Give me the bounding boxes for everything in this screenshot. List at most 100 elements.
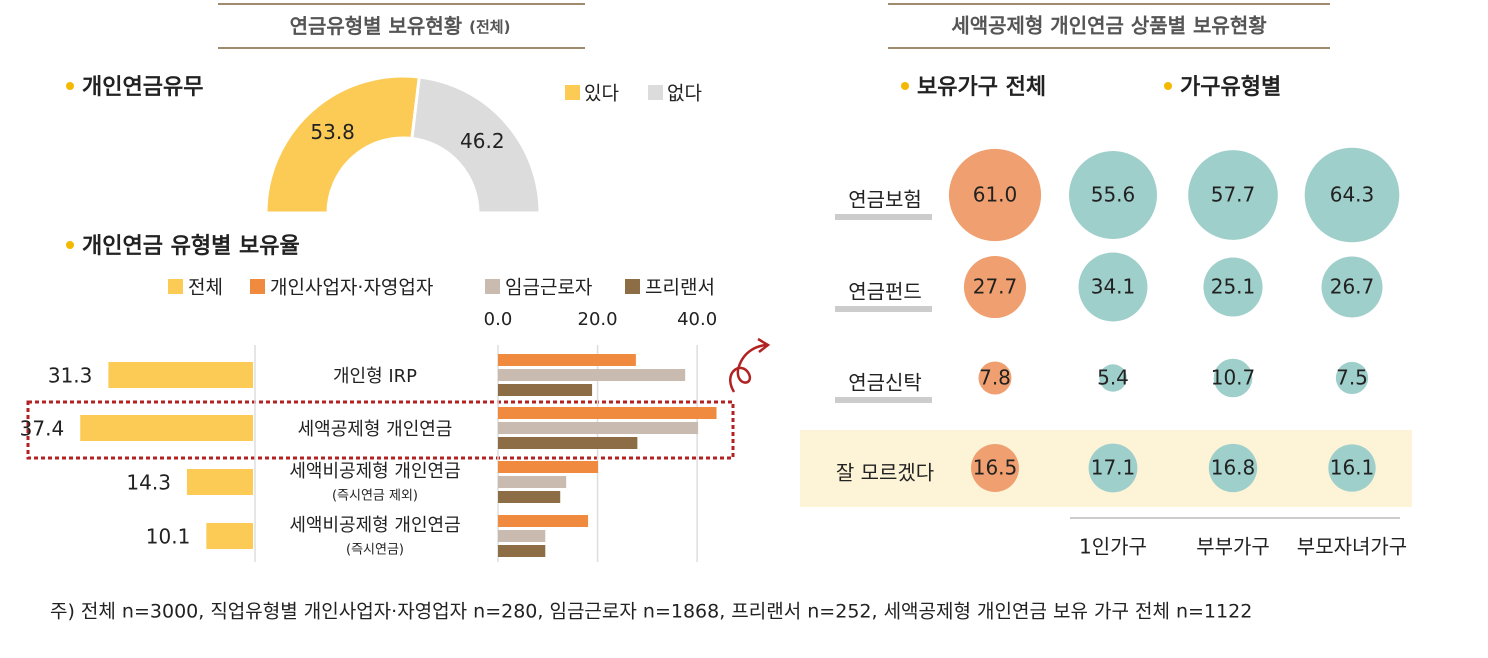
row-label: 잘 모르겠다	[836, 461, 934, 485]
category-note: (즉시연금)	[346, 543, 404, 558]
bar	[498, 384, 593, 396]
value-label: 5.4	[1097, 366, 1129, 390]
bubble	[978, 361, 1012, 395]
value-label: 27.7	[973, 275, 1018, 299]
category-label: 세액비공제형 개인연금	[289, 461, 460, 482]
arrow	[729, 343, 767, 393]
value-label: 17.1	[1091, 456, 1136, 480]
header-title-main: 연금유형별 보유현황	[290, 14, 463, 38]
value-label: 61.0	[973, 183, 1018, 207]
bar	[498, 354, 636, 366]
x-tick-label: 0.0	[484, 309, 513, 330]
bubble	[1099, 364, 1127, 392]
legend-label: 있다	[584, 83, 619, 105]
legend-label: 없다	[667, 83, 702, 105]
section-title: 가구유형별	[1180, 75, 1281, 100]
category-label: 개인형 IRP	[333, 366, 417, 387]
value-label: 16.1	[1330, 456, 1375, 480]
value-label: 64.3	[1330, 183, 1375, 207]
category-note: (즉시연금 제외)	[332, 489, 418, 504]
bubble	[1328, 444, 1376, 492]
value-label: 7.5	[1336, 366, 1368, 390]
bubble	[963, 255, 1027, 319]
bubble	[1069, 151, 1157, 239]
bubble	[1304, 147, 1400, 243]
bullet	[1164, 82, 1172, 90]
bar	[498, 461, 599, 473]
bar	[186, 469, 253, 495]
value-label: 16.5	[973, 456, 1018, 480]
legend-swatch	[625, 279, 640, 294]
column-label: 부모자녀가구	[1297, 535, 1407, 559]
value-label: 37.4	[20, 417, 65, 441]
bullet	[66, 82, 74, 90]
header-title: 연금유형별 보유현황 (전체)	[290, 14, 511, 38]
value-label: 57.7	[1211, 183, 1256, 207]
bar	[498, 530, 546, 542]
row-underline	[835, 306, 932, 312]
bar	[206, 523, 253, 549]
footnote: 주) 전체 n=3000, 직업유형별 개인사업자·자영업자 n=280, 임금…	[50, 601, 1252, 623]
value-label: 31.3	[48, 364, 93, 388]
row-label: 연금보험	[848, 188, 922, 212]
legend-swatch	[168, 279, 183, 294]
donut-segment	[410, 75, 542, 215]
arrow-head	[757, 337, 771, 353]
bullet	[66, 241, 74, 249]
bar	[498, 407, 717, 419]
highlight-box	[26, 400, 735, 460]
donut-segment	[264, 74, 421, 215]
row-label: 연금신탁	[848, 371, 922, 395]
bubble	[1088, 443, 1138, 493]
bubble	[1188, 150, 1278, 240]
bubble	[948, 148, 1042, 242]
value-label: 53.8	[310, 120, 355, 144]
bar	[498, 422, 699, 434]
value-label: 25.1	[1211, 275, 1256, 299]
value-label: 46.2	[460, 129, 505, 153]
value-label: 10.7	[1211, 366, 1256, 390]
bar	[498, 491, 561, 503]
bar	[108, 362, 253, 388]
legend-label: 프리랜서	[645, 277, 715, 299]
bubble	[1321, 256, 1383, 318]
legend-label: 개인사업자·자영업자	[270, 277, 433, 299]
bar	[498, 437, 638, 449]
bubble	[971, 444, 1019, 492]
bubble	[1213, 358, 1253, 398]
value-label: 7.8	[979, 366, 1011, 390]
bar	[498, 545, 546, 557]
bubble	[1203, 257, 1263, 317]
value-label: 34.1	[1091, 275, 1136, 299]
bar	[498, 476, 567, 488]
section-title: 개인연금유무	[82, 75, 203, 100]
legend-swatch	[565, 85, 580, 100]
bubble	[1208, 443, 1258, 493]
section-title: 보유가구 전체	[917, 75, 1046, 100]
bubble	[1078, 252, 1148, 322]
row-underline	[835, 397, 932, 403]
bubble	[1335, 361, 1369, 395]
bullet	[901, 82, 909, 90]
value-label: 26.7	[1330, 275, 1375, 299]
x-tick-label: 40.0	[677, 309, 717, 330]
category-label: 세액비공제형 개인연금	[289, 515, 460, 536]
row-underline	[835, 214, 932, 220]
bar	[498, 369, 686, 381]
category-label: 세액공제형 개인연금	[298, 419, 453, 440]
bar	[80, 415, 253, 441]
legend-swatch	[250, 279, 265, 294]
column-label: 부부가구	[1196, 535, 1270, 559]
legend-swatch	[648, 85, 663, 100]
value-label: 14.3	[126, 471, 171, 495]
section-title: 개인연금 유형별 보유율	[82, 234, 300, 259]
bar	[498, 515, 589, 527]
value-label: 10.1	[146, 525, 191, 549]
x-tick-label: 20.0	[578, 309, 618, 330]
header-title: 세액공제형 개인연금 상품별 보유현황	[951, 14, 1267, 38]
value-label: 16.8	[1211, 456, 1256, 480]
row-label: 연금펀드	[848, 280, 922, 304]
legend-swatch	[485, 279, 500, 294]
legend-label: 전체	[188, 277, 223, 299]
